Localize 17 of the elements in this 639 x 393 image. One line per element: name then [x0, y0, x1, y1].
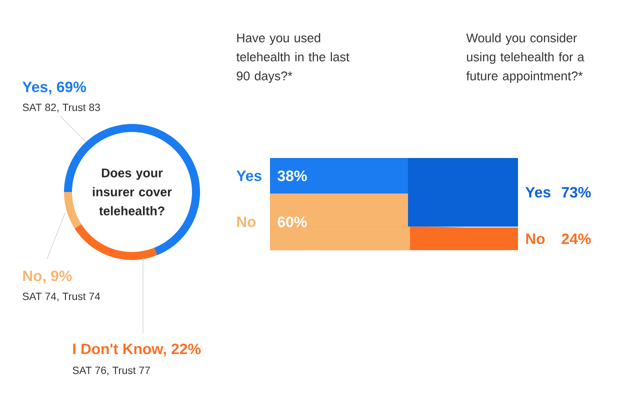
- text: SAT 74, Trust 74: [22, 292, 100, 302]
- data-label: 24%: [562, 234, 591, 244]
- slice-label: I Don't Know, 22%: [73, 344, 201, 356]
- data-label: 60%: [278, 216, 307, 228]
- category-label: Yes: [525, 187, 550, 198]
- slice-label: Yes, 69%: [22, 82, 86, 94]
- data-label: 73%: [562, 186, 591, 198]
- category-label: No: [237, 216, 256, 228]
- slice-label: No, 9%: [23, 270, 72, 284]
- text: SAT 76, Trust 77: [72, 366, 150, 376]
- text: Would you consider using telehealth for a future appointment?*: [466, 33, 584, 83]
- text: Have you used telehealth in the last 90 days?*: [236, 33, 350, 83]
- category-label: Yes: [236, 170, 262, 182]
- text: Does your insurer cover telehealth?: [92, 168, 172, 216]
- data-label: 38%: [278, 170, 307, 182]
- text: SAT 82, Trust 83: [22, 104, 100, 112]
- category-label: No: [526, 234, 545, 244]
